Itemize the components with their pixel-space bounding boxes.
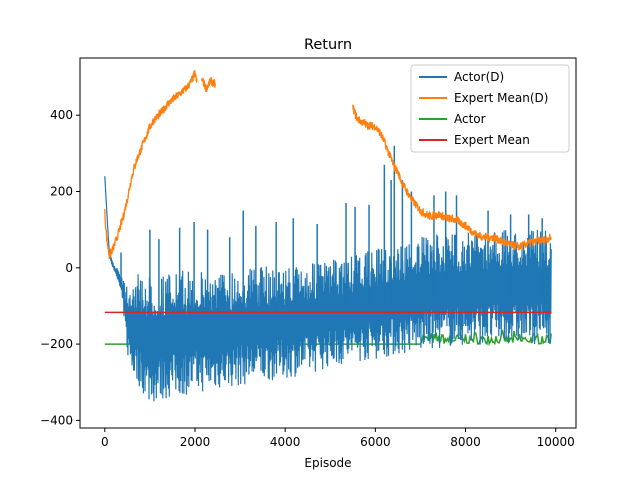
x-tick-label: 8000 [450,435,481,449]
x-axis: 0 2000 4000 6000 8000 10000 [101,428,575,449]
series-layer [104,70,552,402]
x-tick-label: 4000 [270,435,301,449]
x-axis-label: Episode [304,456,351,470]
series-expert-mean-d-segment [352,104,552,251]
x-tick-label: 0 [101,435,109,449]
legend: Actor(D) Expert Mean(D) Actor Expert Mean [410,64,570,153]
series-expert-mean-d-segment [104,70,198,260]
series-expert-mean-d-segment [201,77,216,93]
series-actor-d-line [104,176,552,402]
chart-title: Return [304,37,352,53]
x-tick-label: 2000 [180,435,211,449]
plot-area [104,70,552,402]
legend-label: Expert Mean(D) [454,91,548,105]
legend-box [410,64,570,153]
y-tick-label: 0 [65,261,73,275]
plot-frame [79,57,577,429]
y-tick-label: −400 [40,413,73,427]
legend-label: Expert Mean [454,133,530,147]
y-axis: −400 −200 0 200 400 [40,108,80,427]
x-tick-label: 10000 [537,435,575,449]
legend-label: Actor(D) [454,70,504,84]
y-tick-label: 200 [50,185,73,199]
legend-label: Actor [454,112,486,126]
y-tick-label: 400 [50,108,73,122]
x-tick-label: 6000 [360,435,391,449]
y-tick-label: −200 [40,337,73,351]
